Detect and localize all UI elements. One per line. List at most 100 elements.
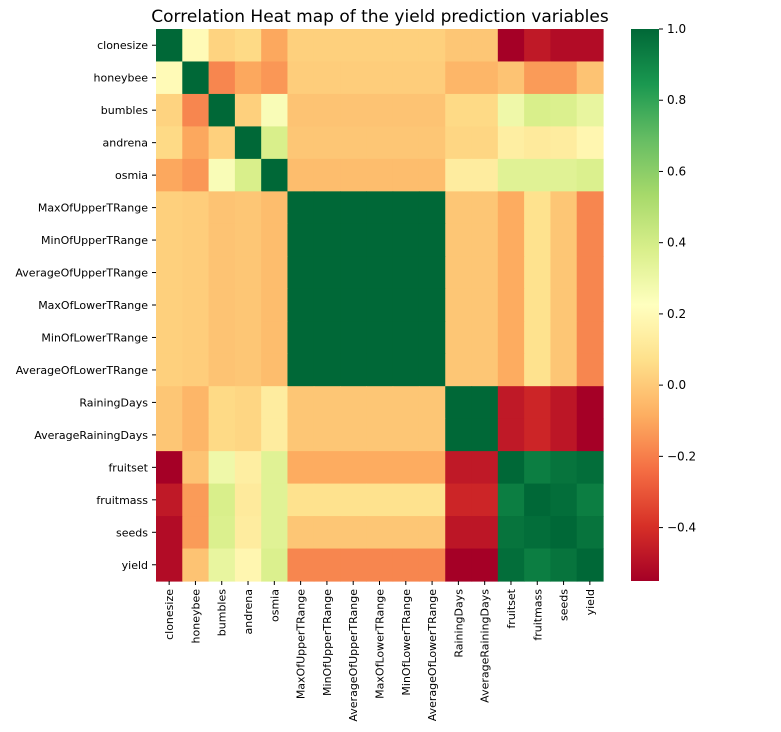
heatmap-cell [313,451,341,485]
heatmap-cell [156,451,183,485]
heatmap-cell [392,321,420,355]
heatmap-cell [524,288,552,322]
heatmap-cell [182,483,210,517]
x-tick-labels: clonesize honeybee bumbles andrena osmia MaxO… [163,581,597,722]
heatmap-cell [471,61,499,95]
x-tick-label: AverageRainingDays [479,589,492,703]
heatmap-cell [471,126,499,160]
heatmap-cell [156,418,183,452]
heatmap-cell [340,548,367,582]
y-tick-label: RainingDays [79,396,148,409]
heatmap-cell [182,61,210,95]
heatmap-cell [445,61,473,95]
heatmap-cell [418,548,446,582]
heatmap-cell [471,158,499,192]
heatmap-cell [392,223,420,257]
heatmap-cell [234,418,262,452]
heatmap-cell [471,516,499,550]
heatmap-cell [366,353,394,387]
heatmap-cell [340,191,367,225]
heatmap-cell [497,256,525,290]
heatmap-cell [261,288,289,322]
heatmap-cell [182,516,210,550]
heatmap-cell [418,126,446,160]
heatmap-cell [261,418,289,452]
heatmap-cell [524,418,552,452]
heatmap-cell [524,158,552,192]
heatmap-cell [550,353,578,387]
heatmap-cell [445,321,473,355]
heatmap-cell [497,483,525,517]
colorbar [631,29,659,581]
x-tick-label: honeybee [189,589,202,644]
heatmap-cell [445,516,473,550]
y-tick-label: andrena [103,137,148,150]
heatmap-cell [445,418,473,452]
heatmap-cell [550,256,578,290]
heatmap-cell [471,321,499,355]
heatmap-cell [392,418,420,452]
heatmap-cell [471,223,499,257]
heatmap-cell [576,353,604,387]
heatmap-cell [366,223,394,257]
heatmap-cell [366,483,394,517]
x-tick-label: andrena [242,589,255,634]
heatmap-cell [576,288,604,322]
heatmap-cell [471,418,499,452]
heatmap-cell [445,158,473,192]
heatmap-cell [156,386,183,420]
heatmap-cell [524,451,552,485]
heatmap-cell [576,93,604,128]
heatmap-cell [366,191,394,225]
heatmap-cell [497,353,525,387]
heatmap-cell [576,223,604,257]
heatmap-cell [392,158,420,192]
heatmap-cell [418,61,446,95]
heatmap-cell [208,516,236,550]
heatmap-cell [550,386,578,420]
heatmap-cell [287,61,315,95]
x-tick-label: MinOfUpperTRange [321,589,334,696]
heatmap-cell [156,516,183,550]
x-tick-label: RainingDays [452,589,465,658]
heatmap-cell [576,548,604,582]
heatmap-cell [550,483,578,517]
heatmap-cell [156,483,183,517]
heatmap-cell [313,191,341,225]
heatmap-cell [234,353,262,387]
heatmap-cell [550,516,578,550]
heatmap-cell [366,451,394,485]
heatmap-cell [261,321,289,355]
y-tick-label: AverageOfUpperTRange [15,267,148,280]
heatmap-cell [182,158,210,192]
heatmap-cell [313,483,341,517]
chart-title: Correlation Heat map of the yield predic… [151,7,609,27]
heatmap-cell [340,93,367,128]
heatmap-cell [261,256,289,290]
y-tick-label: MinOfLowerTRange [41,331,148,344]
heatmap-cell [340,29,367,63]
heatmap-cell [366,288,394,322]
heatmap-cell [182,93,210,128]
x-tick-label: osmia [268,589,281,622]
x-tick-label: AverageOfLowerTRange [426,589,439,721]
heatmap-cell [392,353,420,387]
heatmap-cell [261,61,289,95]
heatmap-cell [576,451,604,485]
heatmap-cell [234,93,262,128]
heatmap-cell [524,223,552,257]
heatmap-cell [208,256,236,290]
heatmap-cell [392,29,420,63]
heatmap-cell [392,256,420,290]
heatmap-cell [550,61,578,95]
heatmap-cell [182,451,210,485]
heatmap-cell [418,256,446,290]
heatmap-cell [234,321,262,355]
colorbar-tick-label: −0.4 [667,521,696,535]
x-tick-label: fruitset [505,588,518,628]
heatmap-cell [234,256,262,290]
heatmap-cell [234,288,262,322]
heatmap-cell [261,29,289,63]
heatmap-cell [497,29,525,63]
heatmap-cell [156,223,183,257]
